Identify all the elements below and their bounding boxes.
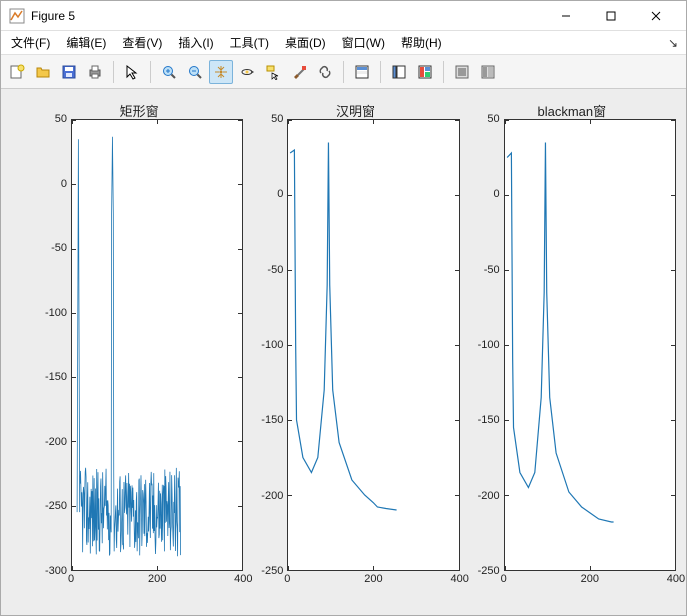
data-line	[72, 120, 242, 570]
subplot-2: blackman窗500-50-100-150-200-2500200400	[468, 101, 676, 589]
subplot-0: 矩形窗500-50-100-150-200-250-3000200400	[35, 101, 243, 589]
x-tick-labels: 0200400	[287, 571, 459, 589]
close-button[interactable]	[633, 1, 678, 30]
x-tick-labels: 0200400	[71, 571, 243, 589]
window-title: Figure 5	[31, 9, 543, 23]
menu-view[interactable]: 查看(V)	[116, 32, 168, 53]
insert-colorbar-icon[interactable]	[350, 60, 374, 84]
axes[interactable]: 500-50-100-150-200-250-300	[35, 119, 243, 571]
insert-legend-icon[interactable]	[387, 60, 411, 84]
toolbar-sep	[443, 61, 444, 83]
toolbar-sep	[113, 61, 114, 83]
figure-canvas[interactable]: 矩形窗500-50-100-150-200-250-3000200400汉明窗5…	[1, 89, 686, 615]
show-plot-tools-icon[interactable]	[476, 60, 500, 84]
titlebar: Figure 5	[1, 1, 686, 31]
data-line	[505, 120, 675, 570]
subplot-container: 矩形窗500-50-100-150-200-250-3000200400汉明窗5…	[35, 101, 676, 589]
pan-icon[interactable]	[209, 60, 233, 84]
toolbar	[1, 55, 686, 89]
menubar: 文件(F) 编辑(E) 查看(V) 插入(I) 工具(T) 桌面(D) 窗口(W…	[1, 31, 686, 55]
y-tick-labels: 500-50-100-150-200-250-300	[35, 119, 71, 571]
zoom-out-icon[interactable]	[183, 60, 207, 84]
x-tick-labels: 0200400	[504, 571, 676, 589]
toolbar-sep	[343, 61, 344, 83]
y-tick-labels: 500-50-100-150-200-250	[468, 119, 504, 571]
link-icon[interactable]	[313, 60, 337, 84]
menu-insert[interactable]: 插入(I)	[172, 32, 219, 53]
menu-file[interactable]: 文件(F)	[5, 32, 56, 53]
print-icon[interactable]	[83, 60, 107, 84]
plot-layout-icon[interactable]	[413, 60, 437, 84]
toolbar-sep	[380, 61, 381, 83]
datacursor-icon[interactable]	[261, 60, 285, 84]
axes[interactable]: 500-50-100-150-200-250	[251, 119, 459, 571]
open-icon[interactable]	[31, 60, 55, 84]
matlab-figure-icon	[9, 8, 25, 24]
brush-icon[interactable]	[287, 60, 311, 84]
maximize-button[interactable]	[588, 1, 633, 30]
figure-window: Figure 5 文件(F) 编辑(E) 查看(V) 插入(I) 工具(T) 桌…	[0, 0, 687, 616]
dock-icon[interactable]: ↘	[668, 36, 682, 50]
rotate3d-icon[interactable]	[235, 60, 259, 84]
axes[interactable]: 500-50-100-150-200-250	[468, 119, 676, 571]
menu-window[interactable]: 窗口(W)	[336, 32, 391, 53]
subplot-1: 汉明窗500-50-100-150-200-2500200400	[251, 101, 459, 589]
minimize-button[interactable]	[543, 1, 588, 30]
data-line	[288, 120, 458, 570]
menu-help[interactable]: 帮助(H)	[395, 32, 448, 53]
plot-box[interactable]	[71, 119, 243, 571]
plot-box[interactable]	[504, 119, 676, 571]
plot-box[interactable]	[287, 119, 459, 571]
menu-desktop[interactable]: 桌面(D)	[279, 32, 332, 53]
toolbar-sep	[150, 61, 151, 83]
edit-arrow-icon[interactable]	[120, 60, 144, 84]
y-tick-labels: 500-50-100-150-200-250	[251, 119, 287, 571]
zoom-in-icon[interactable]	[157, 60, 181, 84]
hide-plot-tools-icon[interactable]	[450, 60, 474, 84]
new-figure-icon[interactable]	[5, 60, 29, 84]
menu-tools[interactable]: 工具(T)	[224, 32, 275, 53]
save-icon[interactable]	[57, 60, 81, 84]
menu-edit[interactable]: 编辑(E)	[60, 32, 112, 53]
